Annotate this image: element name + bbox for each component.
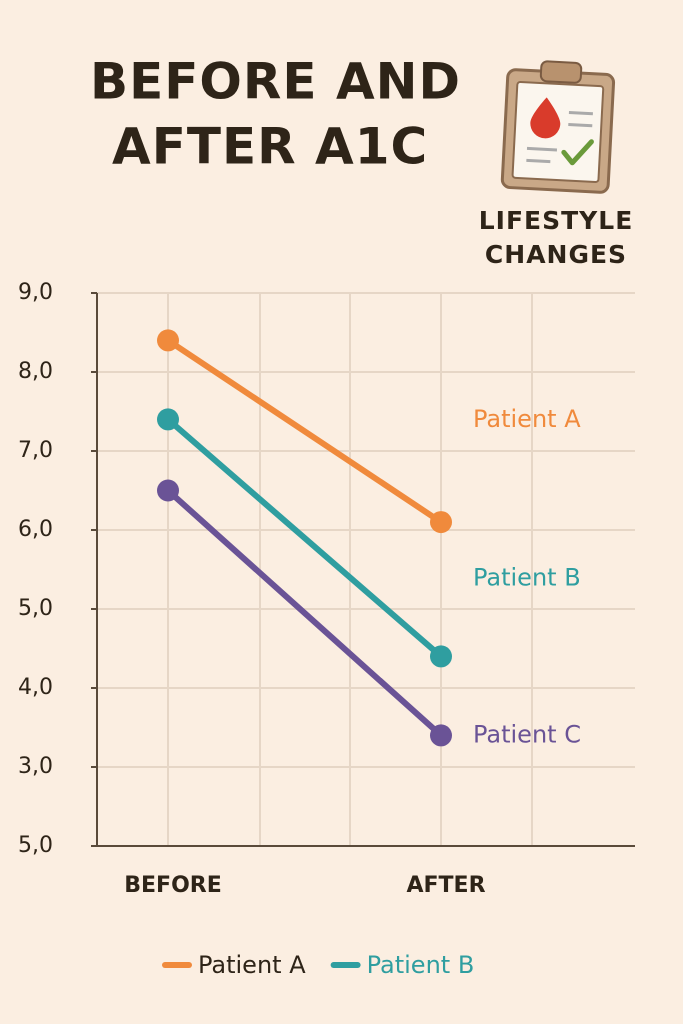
data-point bbox=[430, 511, 452, 534]
y-tick-label: 5,0 bbox=[18, 596, 53, 621]
icon-label: CHANGES bbox=[485, 240, 627, 269]
x-tick-label: BEFORE bbox=[124, 873, 222, 898]
x-tick-label: AFTER bbox=[406, 873, 485, 898]
y-tick-label: 9,0 bbox=[18, 280, 53, 305]
series-label: Patient A bbox=[473, 405, 581, 433]
legend-label: Patient A bbox=[198, 951, 306, 979]
data-point bbox=[157, 408, 179, 431]
chart-title: AFTER A1C bbox=[112, 118, 428, 176]
series-line bbox=[165, 337, 444, 526]
icon-label: LIFESTYLE bbox=[479, 206, 634, 235]
data-point bbox=[430, 645, 452, 668]
y-tick-label: 8,0 bbox=[18, 359, 53, 384]
y-tick-label: 3,0 bbox=[18, 754, 53, 779]
series-label: Patient C bbox=[473, 720, 581, 748]
y-tick-label: 5,0 bbox=[18, 833, 53, 858]
y-tick-label: 6,0 bbox=[18, 517, 53, 542]
data-point bbox=[157, 479, 179, 502]
series-line bbox=[165, 487, 444, 739]
series-label: Patient B bbox=[473, 563, 581, 591]
vertical-grid bbox=[167, 293, 533, 846]
series-line bbox=[165, 416, 444, 660]
data-point bbox=[157, 329, 179, 352]
y-tick-label: 4,0 bbox=[18, 675, 53, 700]
legend-label: Patient B bbox=[367, 951, 475, 979]
clipboard-icon bbox=[500, 60, 616, 194]
chart-title: BEFORE AND bbox=[90, 53, 461, 111]
y-tick-label: 7,0 bbox=[18, 438, 53, 463]
data-point bbox=[430, 724, 452, 747]
